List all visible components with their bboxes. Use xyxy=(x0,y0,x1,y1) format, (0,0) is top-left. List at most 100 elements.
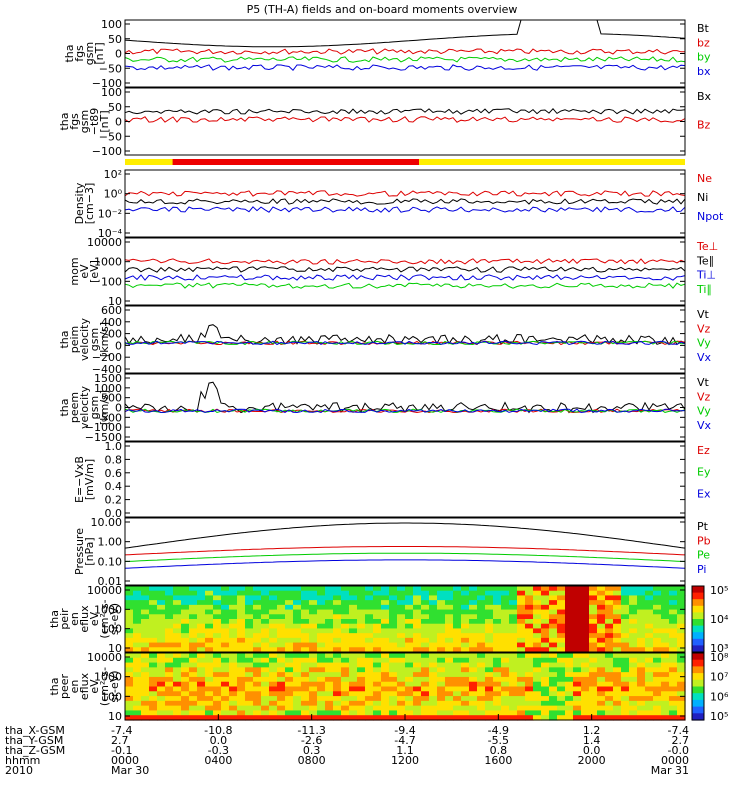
xtick-label: -5.5 xyxy=(488,734,509,747)
ytick-label: −100 xyxy=(92,145,122,158)
xtick-label: -0.0 xyxy=(668,744,689,757)
xtick-label: -4.7 xyxy=(394,734,415,747)
ytick-label: −1000 xyxy=(85,421,122,434)
legend-fgs_t89: Bx Bz xyxy=(697,90,712,132)
colorbar-label: 10⁵ xyxy=(710,584,728,597)
ytick-label: 1000 xyxy=(94,256,122,269)
xtick-label: Mar 30 xyxy=(111,764,149,777)
legend-Te∥: Te∥ xyxy=(696,254,714,267)
legend-Vt: Vt xyxy=(697,308,710,321)
ytick-label: 100 xyxy=(101,275,122,288)
yticks-fgs: 100 50 0−50 −100 xyxy=(92,18,685,90)
xtick-label: 1.1 xyxy=(396,744,414,757)
legend-Ti⊥: Ti⊥ xyxy=(696,269,716,282)
series-temp-Ti⊥ xyxy=(124,274,686,281)
series-fgs_t89-Bz xyxy=(124,116,686,123)
xtick-label: 2.7 xyxy=(111,734,129,747)
ylabel-line: E=−VxB xyxy=(73,456,86,503)
ylabel-line: (cm²-s- xyxy=(98,667,111,706)
frame-peir xyxy=(124,585,686,653)
series-temp-Te∥ xyxy=(124,266,686,273)
series-peim-Vx xyxy=(124,340,686,346)
ylabel-line: [km/s] xyxy=(98,390,111,425)
legend-Vt: Vt xyxy=(697,376,710,389)
ytick-label: 200 xyxy=(101,328,122,341)
legend-Vy: Vy xyxy=(697,405,711,418)
series-temp-Ti∥ xyxy=(124,282,686,289)
ytick-label: 0.2 xyxy=(105,494,123,507)
frame-pressure xyxy=(124,517,686,586)
ytick-label: 500 xyxy=(101,392,122,405)
colorbar-label: 10⁶ xyxy=(710,690,729,703)
yticks-fgs_t89: 100 50 0−50 −100 xyxy=(92,86,685,158)
ytick-label: 10 xyxy=(108,642,122,655)
ytick-label: 1500 xyxy=(94,372,122,385)
series-fgs-by xyxy=(124,56,686,63)
legend-bx: bx xyxy=(697,65,711,78)
ylabel-line: tha xyxy=(48,677,61,695)
ylabel-line: (cm²-s- xyxy=(98,599,111,638)
xtick-label: 2.7 xyxy=(672,734,690,747)
ytick-label: 400 xyxy=(101,316,122,329)
series-density-Ne xyxy=(124,190,686,197)
ylabel-pressure: Pressure[nPa] xyxy=(73,528,96,575)
ytick-label: 50 xyxy=(108,101,122,114)
ylabel-line: Density xyxy=(73,182,86,224)
ytick-label: 100 xyxy=(101,690,122,703)
legend-Ex: Ex xyxy=(697,487,711,500)
ylabel-line: mom xyxy=(68,257,81,285)
ylabel-line: peer xyxy=(58,674,71,700)
xtick-label: 0800 xyxy=(298,754,326,767)
legend-Vy: Vy xyxy=(697,337,711,350)
ytick-label: −400 xyxy=(92,363,122,376)
ylabel-line: gsm xyxy=(88,328,101,351)
legend-Vx: Vx xyxy=(697,351,712,364)
xrow-label: tha_Y-GSM xyxy=(5,734,63,747)
ytick-label: 1000 xyxy=(94,382,122,395)
spectrogram-peir xyxy=(125,586,686,653)
xrow-label: tha_X-GSM xyxy=(5,724,65,737)
ytick-label: 0.01 xyxy=(98,575,123,588)
ytick-label: 10⁻² xyxy=(98,207,122,220)
panel-peem: VtVzVyVx150010005000−500−1000−1500thapee… xyxy=(58,372,712,444)
xtick-label: 0.8 xyxy=(490,744,508,757)
ylabel-line: velocity xyxy=(78,318,91,361)
series-pressure-Pt xyxy=(124,522,686,549)
ytick-label: 10 xyxy=(108,295,122,308)
series-density-Ni xyxy=(124,198,686,205)
xtick-label: -11.3 xyxy=(297,724,325,737)
mode-bar xyxy=(125,159,685,165)
spectrogram-peer xyxy=(125,653,686,721)
ytick-label: 0.6 xyxy=(105,467,123,480)
xtick-label: 1.4 xyxy=(583,734,601,747)
ylabel-line: gsm xyxy=(88,396,101,419)
series-temp-Te⊥ xyxy=(124,258,686,265)
series-peem-Vt xyxy=(124,381,686,414)
xtick-label: -0.3 xyxy=(208,744,229,757)
legend-Vx: Vx xyxy=(697,419,712,432)
chart-title: P5 (TH-A) fields and on-board moments ov… xyxy=(247,3,518,16)
ytick-label: −100 xyxy=(92,77,122,90)
series-fgs-bz xyxy=(124,48,685,55)
xtick-label: -2.6 xyxy=(301,734,322,747)
ylabel-line: peem xyxy=(68,392,81,423)
ytick-label: 10² xyxy=(104,168,122,181)
ytick-label: 600 xyxy=(101,304,122,317)
ytick-label: 1.00 xyxy=(98,536,123,549)
ylabel-line: eV xyxy=(88,611,101,626)
ylabel-line: gsm xyxy=(83,42,96,65)
ylabel-line: [km/s] xyxy=(98,322,111,357)
xrow-label: tha_Z-GSM xyxy=(5,744,65,757)
colorbar-peer: 10⁸ 10⁷ 10⁶ 10⁵ xyxy=(691,651,729,723)
xtick-label: -4.9 xyxy=(488,724,509,737)
yticks-pressure: 10.00 1.00 0.10 0.01 xyxy=(91,516,685,588)
ylabel-line: eflux xyxy=(78,672,91,700)
xtick-label: -7.4 xyxy=(111,724,132,737)
ytick-label: 0.8 xyxy=(105,453,123,466)
legend-efield: Ez Ey Ex xyxy=(697,444,711,500)
legend-Npot: Npot xyxy=(697,210,724,223)
ytick-label: 10⁰ xyxy=(104,188,123,201)
